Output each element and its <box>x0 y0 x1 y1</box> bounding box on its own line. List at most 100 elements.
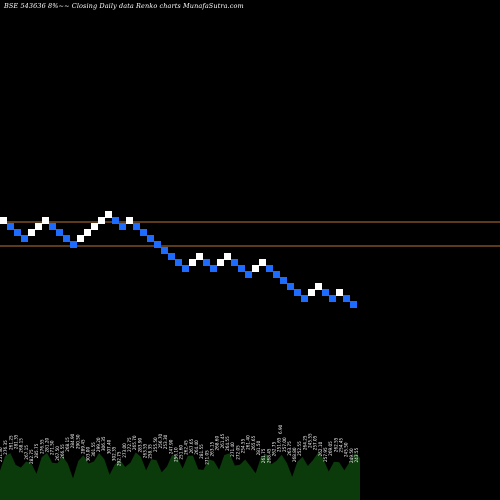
volume-label: 257.00 <box>282 437 287 452</box>
volume-label: 272.75 <box>127 437 132 452</box>
volume-label: 268.60 <box>215 436 220 451</box>
volume-label: 267.15 <box>24 445 29 460</box>
volume-label: 258.35 <box>148 444 153 459</box>
renko-bricks <box>0 211 357 308</box>
volume-label: 251.30 <box>0 447 3 462</box>
down-brick <box>14 229 21 236</box>
volume-label: 268.15 <box>65 437 70 452</box>
volume-label: 281.55 <box>199 444 204 459</box>
up-brick <box>77 235 84 242</box>
down-brick <box>322 289 329 296</box>
up-brick <box>196 253 203 260</box>
volume-label: 254.45 <box>339 438 344 453</box>
up-brick <box>252 265 259 272</box>
volume-label: 256.70 <box>158 434 163 449</box>
down-brick <box>154 241 161 248</box>
volume-label: 276.35 <box>3 440 8 455</box>
volume-label: 265.65 <box>251 436 256 451</box>
down-brick <box>273 271 280 278</box>
volume-label: 245.50 <box>344 442 349 457</box>
volume-label: 261.45 <box>220 434 225 449</box>
volume-label: 252.55 <box>297 441 302 456</box>
volume-label: 263.75 <box>287 441 292 456</box>
up-brick <box>259 259 266 266</box>
down-brick <box>133 223 140 230</box>
up-brick <box>35 223 42 230</box>
volume-label: 306.35 <box>101 436 106 451</box>
volume-area <box>0 452 360 500</box>
down-brick <box>147 235 154 242</box>
down-brick <box>56 229 63 236</box>
down-brick <box>266 265 273 272</box>
down-brick <box>287 283 294 290</box>
volume-label: 290.50 <box>75 434 80 449</box>
down-brick <box>301 295 308 302</box>
volume-label: 264.25 <box>302 435 307 450</box>
down-brick <box>245 271 252 278</box>
volume-label: 251.65 <box>277 437 282 452</box>
volume-label: 268.15 <box>19 438 24 453</box>
down-brick <box>161 247 168 254</box>
volume-label: 263.15 <box>210 442 215 457</box>
volume-label: 267.65 <box>189 439 194 454</box>
volume-label: 284.90 <box>70 433 75 448</box>
up-brick <box>105 211 112 218</box>
volume-labels: 251.30 276.35 261.25 281.35 268.15 267.15 282.… <box>0 424 359 466</box>
volume-label: 256.10 <box>173 447 178 462</box>
up-brick <box>189 259 196 266</box>
volume-label: 268.45 <box>266 448 271 463</box>
volume-label: 255.50 <box>153 437 158 452</box>
volume-label: 264.55 <box>225 436 230 451</box>
up-brick <box>28 229 35 236</box>
volume-label: 245.55 <box>308 433 313 448</box>
volume-label: 265.70 <box>132 435 137 450</box>
volume-label: 271.05 <box>204 450 209 465</box>
up-brick <box>217 259 224 266</box>
down-brick <box>350 301 357 308</box>
volume-label: 262.55 <box>333 437 338 452</box>
volume-label: 253.30 <box>163 434 168 449</box>
volume-label: 281.50 <box>256 440 261 455</box>
volume-label: 257.95 <box>323 447 328 462</box>
volume-label: 271.40 <box>230 442 235 457</box>
volume-label: 273.00 <box>122 443 127 458</box>
volume-extra-label: 6.90 <box>278 424 283 434</box>
volume-label: 289.45 <box>81 439 86 454</box>
down-brick <box>168 253 175 260</box>
volume-label: 263.55 <box>143 443 148 458</box>
down-brick <box>203 259 210 266</box>
volume-label: 268.80 <box>292 447 297 462</box>
volume-label: 261.40 <box>246 435 251 450</box>
volume-label: 251.60 <box>179 445 184 460</box>
up-brick <box>91 223 98 230</box>
volume-label: 264.40 <box>194 440 199 455</box>
volume-label: 292.75 <box>117 451 122 466</box>
volume-label: 301.55 <box>91 442 96 457</box>
down-brick <box>343 295 350 302</box>
up-brick <box>84 229 91 236</box>
down-brick <box>119 223 126 230</box>
down-brick <box>112 217 119 224</box>
volume-label: 285.75 <box>34 443 39 458</box>
volume-label: 272.05 <box>235 445 240 460</box>
volume-label: 267.50 <box>55 446 60 461</box>
down-brick <box>231 259 238 266</box>
down-brick <box>294 289 301 296</box>
down-brick <box>63 235 70 242</box>
volume-label: 271.50 <box>50 440 55 455</box>
volume-label: 262.75 <box>271 441 276 456</box>
volume-label: 261.75 <box>261 448 266 463</box>
down-brick <box>210 265 217 272</box>
volume-label: 299.20 <box>96 437 101 452</box>
volume-label: 262.45 <box>184 440 189 455</box>
up-brick <box>315 283 322 290</box>
up-brick <box>42 217 49 224</box>
up-brick <box>126 217 133 224</box>
volume-label: 283.90 <box>137 438 142 453</box>
down-brick <box>70 241 77 248</box>
volume-label: 254.55 <box>241 438 246 453</box>
volume-label: 243.55 <box>354 448 359 463</box>
volume-label: 269.05 <box>328 441 333 456</box>
volume-label: 261.25 <box>8 435 13 450</box>
